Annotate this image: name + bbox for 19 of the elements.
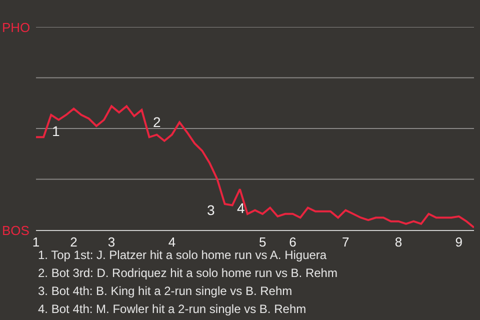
text: 2. Bot 3rd: D. Rodriquez hit a solo home run vs B. Rehm: [38, 266, 338, 280]
x-tick-label: 1: [32, 234, 40, 250]
x-tick-label: 4: [168, 234, 176, 250]
x-tick-label: 5: [258, 234, 266, 250]
text: 4. Bot 4th: M. Fowler hit a 2-run single vs B. Rehm: [38, 302, 306, 316]
annotation: 3: [207, 202, 215, 218]
annotation: 4: [237, 200, 245, 216]
x-tick-label: 3: [108, 234, 116, 250]
text: 3. Bot 4th: B. King hit a 2-run single vs B. Rehm: [38, 284, 292, 298]
text: BOS: [2, 223, 30, 238]
text: PHO: [2, 20, 30, 35]
x-tick-label: 2: [70, 234, 78, 250]
annotation: 1: [52, 123, 60, 139]
x-tick-label: 9: [455, 234, 463, 250]
x-tick-label: 6: [289, 234, 296, 250]
annotation: 2: [153, 114, 161, 130]
x-tick-label: 8: [394, 234, 402, 250]
text: 1. Top 1st: J. Platzer hit a solo home run vs A. Higuera: [38, 248, 327, 262]
x-tick-label: 7: [342, 234, 350, 250]
